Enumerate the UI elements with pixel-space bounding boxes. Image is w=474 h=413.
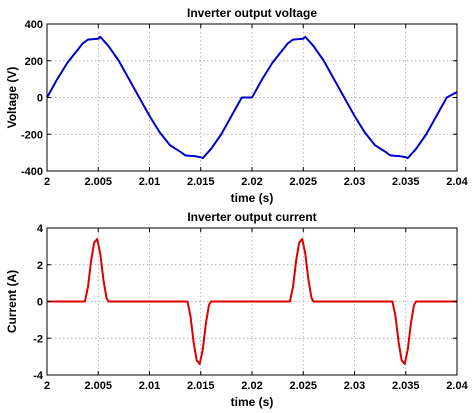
y-tick-label: -2 bbox=[33, 333, 43, 345]
x-tick-label: 2.01 bbox=[139, 176, 160, 188]
y-tick-label: 400 bbox=[25, 19, 43, 31]
x-tick-label: 2.03 bbox=[344, 380, 365, 392]
y-tick-label: 2 bbox=[37, 260, 43, 272]
x-tick-label: 2.04 bbox=[446, 176, 468, 188]
chart-title: Inverter output voltage bbox=[187, 6, 317, 20]
chart-voltage: 2 2.005 2.01 2.015 2.02 2.025 2.03 2.035 2.04 400… bbox=[5, 6, 469, 205]
x-tick-label: 2.025 bbox=[289, 176, 317, 188]
x-tick-label: 2.025 bbox=[289, 380, 317, 392]
series-line-voltage bbox=[46, 35, 458, 160]
x-tick-label: 2.02 bbox=[241, 176, 262, 188]
y-tick-label: 200 bbox=[25, 56, 43, 68]
y-tick-label: 0 bbox=[37, 93, 43, 105]
y-axis-label: Voltage (V) bbox=[5, 67, 19, 129]
y-tick-label: -4 bbox=[33, 370, 44, 382]
y-tick-label: 4 bbox=[37, 223, 44, 235]
y-tick-label: -200 bbox=[21, 129, 43, 141]
x-axis-label: time (s) bbox=[231, 395, 274, 409]
x-tick-label: 2.015 bbox=[187, 176, 215, 188]
x-axis-label: time (s) bbox=[231, 191, 274, 205]
y-axis-label: Current (A) bbox=[5, 270, 19, 333]
chart-current: 2 2.005 2.01 2.015 2.02 2.025 2.03 2.035 2.04 4 2 0… bbox=[5, 210, 469, 409]
x-tick-label: 2.015 bbox=[187, 380, 215, 392]
x-tick-label: 2.005 bbox=[84, 380, 112, 392]
chart-title: Inverter output current bbox=[187, 210, 316, 224]
y-tick-label: 0 bbox=[37, 297, 43, 309]
x-tick-label: 2.03 bbox=[344, 176, 365, 188]
series-line-current bbox=[47, 238, 457, 365]
x-tick-label: 2.01 bbox=[139, 380, 160, 392]
x-tick-label: 2.005 bbox=[84, 176, 112, 188]
x-tick-label: 2.035 bbox=[392, 380, 420, 392]
x-tick-label: 2 bbox=[44, 176, 50, 188]
x-tick-label: 2.04 bbox=[446, 380, 468, 392]
x-tick-label: 2.035 bbox=[392, 176, 420, 188]
y-tick-label: -400 bbox=[21, 166, 43, 178]
x-tick-label: 2 bbox=[44, 380, 50, 392]
x-tick-label: 2.02 bbox=[241, 380, 262, 392]
